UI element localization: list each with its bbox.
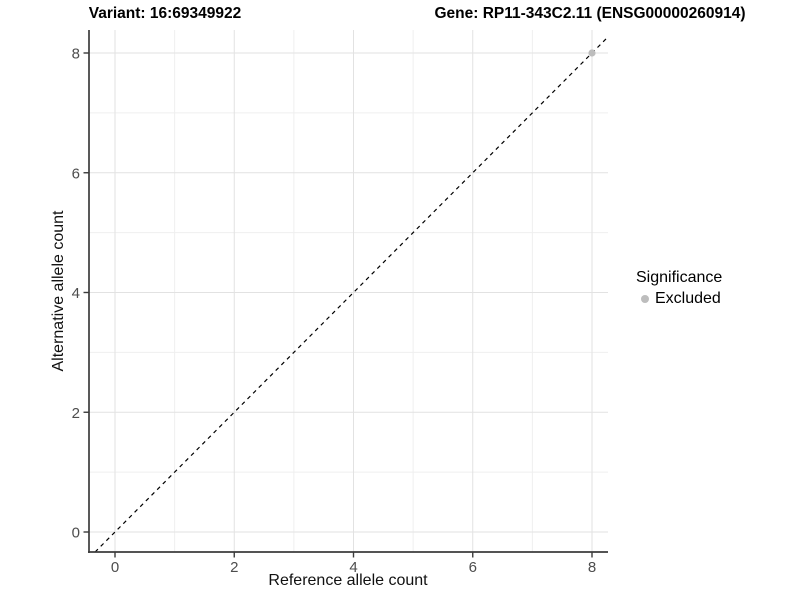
legend: Significance Excluded [636, 269, 722, 308]
plot-title-variant: Variant: 16:69349922 [88, 5, 242, 22]
x-tick-label: 0 [111, 559, 119, 576]
identity-reference-line [94, 36, 609, 553]
x-tick-label: 2 [230, 559, 238, 576]
x-tick-label: 6 [469, 559, 477, 576]
excluded-point-icon [640, 295, 649, 303]
legend-item-excluded: Excluded [636, 290, 722, 308]
y-tick-label: 2 [72, 405, 80, 422]
x-axis-title: Reference allele count [268, 572, 428, 589]
legend-key [636, 291, 653, 308]
legend-item-label: Excluded [655, 290, 721, 307]
x-tick-label: 4 [349, 559, 357, 576]
data-point-excluded [588, 49, 596, 57]
y-tick-label: 6 [72, 165, 80, 182]
x-tick-label: 8 [588, 559, 596, 576]
y-axis-title: Alternative allele count [50, 210, 67, 372]
y-tick-label: 0 [72, 525, 80, 542]
plot-title-gene: Gene: RP11-343C2.11 (ENSG00000260914) [434, 5, 746, 22]
y-tick-label: 4 [72, 285, 80, 302]
y-tick-label: 8 [72, 46, 80, 63]
legend-title: Significance [636, 269, 723, 286]
